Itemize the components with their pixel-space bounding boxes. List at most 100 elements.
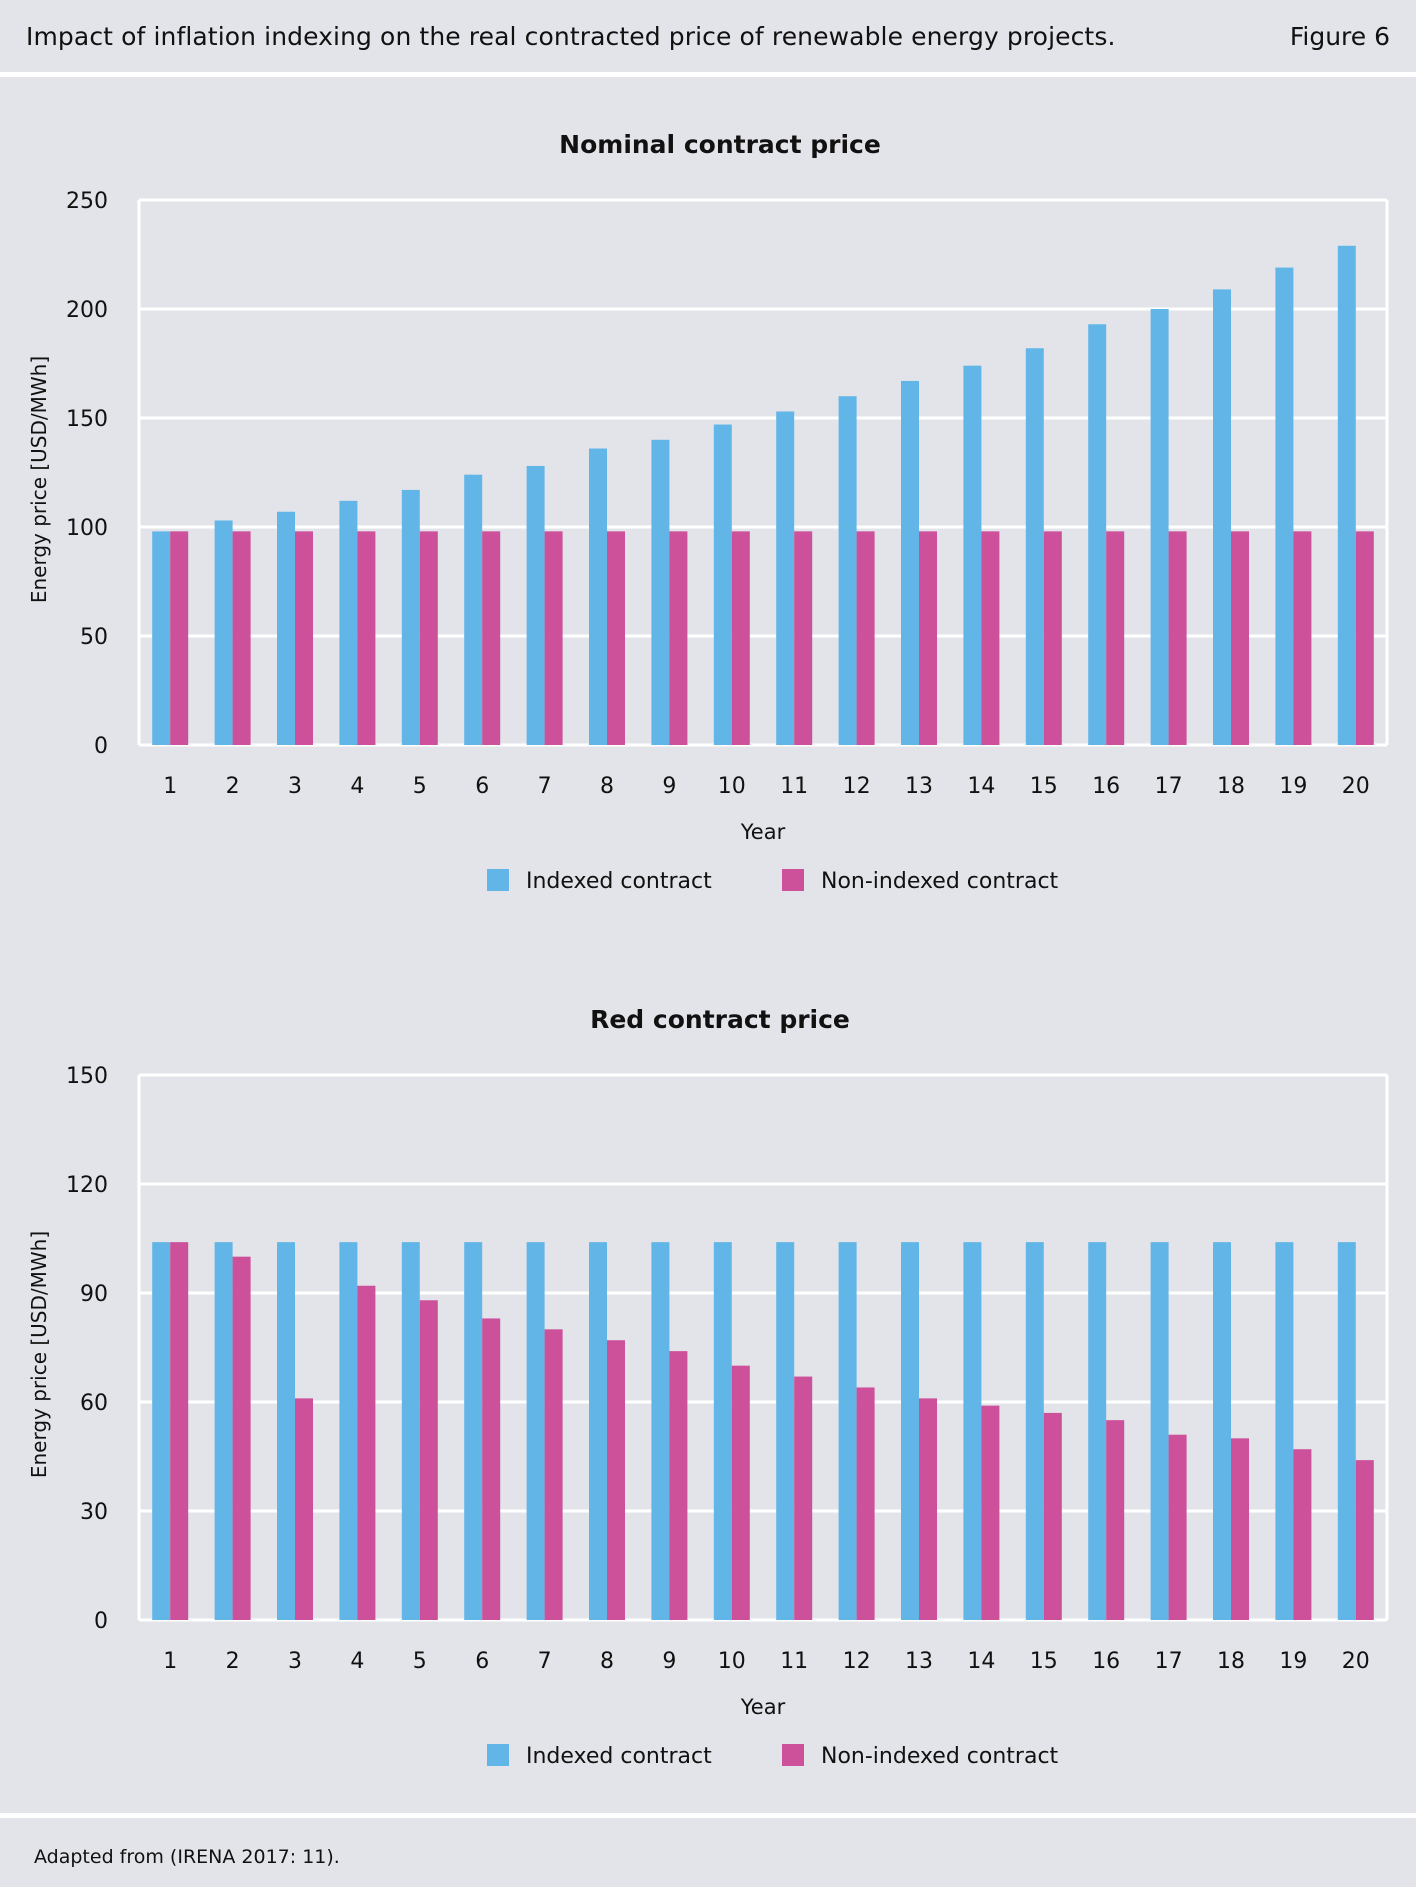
x-tick-label: 12 bbox=[843, 774, 871, 799]
bar-non-indexed-year-17 bbox=[1168, 531, 1187, 745]
bar-non-indexed-year-11 bbox=[794, 531, 813, 745]
y-axis-label: Energy price [USD/MWh] bbox=[27, 1231, 51, 1478]
x-tick-label: 7 bbox=[538, 774, 552, 799]
nominal-price-chart: Nominal contract price 0 50 100 150 200 250 Ene… bbox=[27, 130, 1389, 894]
x-tick-label: 2 bbox=[226, 774, 240, 799]
bar-indexed-year-3 bbox=[277, 511, 295, 745]
y-tick-label: 150 bbox=[66, 1064, 108, 1089]
bar-non-indexed-year-14 bbox=[981, 1405, 1000, 1620]
x-tick-label: 17 bbox=[1155, 774, 1183, 799]
source-note: Adapted from (IRENA 2017: 11). bbox=[34, 1846, 340, 1868]
x-tick-label: 20 bbox=[1342, 1649, 1370, 1674]
x-tick-label: 16 bbox=[1092, 774, 1120, 799]
legend-swatch-non-indexed bbox=[782, 869, 804, 891]
bar-indexed-year-7 bbox=[526, 1242, 545, 1620]
figure-number: Figure 6 bbox=[1289, 22, 1390, 51]
x-axis-label: Year bbox=[740, 1695, 786, 1719]
x-tick-label: 1 bbox=[163, 1649, 177, 1674]
bar-indexed-year-9 bbox=[651, 1242, 670, 1620]
bar-non-indexed-year-16 bbox=[1106, 1420, 1125, 1620]
bar-non-indexed-year-7 bbox=[544, 531, 563, 745]
bar-indexed-year-7 bbox=[526, 465, 545, 745]
bar-indexed-year-15 bbox=[1025, 1242, 1044, 1620]
legend-swatch-indexed bbox=[487, 869, 509, 891]
bar-non-indexed-year-9 bbox=[669, 531, 688, 745]
bar-indexed-year-10 bbox=[713, 1242, 732, 1620]
bar-non-indexed-year-8 bbox=[607, 531, 625, 745]
y-tick-label: 120 bbox=[66, 1173, 108, 1198]
y-tick-labels: 0 30 60 90 120 150 bbox=[66, 1064, 108, 1634]
legend-label-indexed: Indexed contract bbox=[526, 869, 712, 894]
bar-indexed-year-14 bbox=[963, 365, 982, 745]
x-tick-label: 10 bbox=[718, 774, 746, 799]
bar-indexed-year-14 bbox=[963, 1242, 982, 1620]
bottom-divider bbox=[0, 1813, 1416, 1818]
bar-indexed-year-8 bbox=[589, 448, 607, 745]
x-tick-label: 4 bbox=[350, 774, 364, 799]
x-tick-label: 11 bbox=[780, 1649, 808, 1674]
bar-indexed-year-4 bbox=[339, 1242, 358, 1620]
x-tick-label: 18 bbox=[1217, 1649, 1245, 1674]
bar-indexed-year-18 bbox=[1213, 289, 1231, 745]
y-tick-label: 0 bbox=[94, 1609, 108, 1634]
x-tick-label: 2 bbox=[226, 1649, 240, 1674]
y-tick-labels: 0 50 100 150 200 250 bbox=[66, 189, 108, 759]
bar-indexed-year-19 bbox=[1275, 1242, 1294, 1620]
bar-indexed-year-6 bbox=[464, 474, 483, 745]
y-tick-label: 60 bbox=[80, 1391, 108, 1416]
bar-non-indexed-year-17 bbox=[1168, 1434, 1187, 1620]
bar-indexed-year-16 bbox=[1088, 324, 1107, 745]
bar-non-indexed-year-4 bbox=[357, 1285, 376, 1620]
bar-indexed-year-10 bbox=[713, 424, 732, 745]
x-tick-label: 9 bbox=[662, 1649, 676, 1674]
x-tick-label: 4 bbox=[350, 1649, 364, 1674]
x-tick-label: 17 bbox=[1155, 1649, 1183, 1674]
bar-indexed-year-20 bbox=[1337, 245, 1356, 745]
chart-title: Nominal contract price bbox=[559, 130, 881, 159]
bar-non-indexed-year-15 bbox=[1043, 531, 1062, 745]
bar-indexed-year-2 bbox=[214, 520, 233, 745]
x-tick-label: 10 bbox=[718, 1649, 746, 1674]
bar-indexed-year-11 bbox=[776, 411, 795, 745]
figure-header: Impact of inflation indexing on the real… bbox=[0, 0, 1416, 74]
bar-non-indexed-year-1 bbox=[170, 531, 189, 745]
bar-non-indexed-year-1 bbox=[170, 1242, 189, 1620]
bar-non-indexed-year-2 bbox=[232, 1256, 251, 1620]
x-tick-label: 18 bbox=[1217, 774, 1245, 799]
y-tick-label: 250 bbox=[66, 189, 108, 214]
bar-non-indexed-year-7 bbox=[544, 1329, 563, 1620]
x-axis-label: Year bbox=[740, 820, 786, 844]
bar-indexed-year-15 bbox=[1025, 348, 1044, 745]
bar-non-indexed-year-5 bbox=[419, 531, 438, 745]
bar-indexed-year-1 bbox=[152, 1242, 171, 1620]
x-tick-label: 3 bbox=[288, 774, 302, 799]
bar-non-indexed-year-19 bbox=[1293, 531, 1312, 745]
figure-title: Impact of inflation indexing on the real… bbox=[26, 22, 1116, 51]
x-tick-label: 15 bbox=[1030, 774, 1058, 799]
y-tick-label: 100 bbox=[66, 516, 108, 541]
bar-indexed-year-16 bbox=[1088, 1242, 1107, 1620]
bar-non-indexed-year-3 bbox=[295, 1398, 313, 1620]
bar-indexed-year-8 bbox=[589, 1242, 607, 1620]
x-tick-label: 8 bbox=[600, 1649, 614, 1674]
gridlines bbox=[139, 1073, 1387, 1622]
bar-non-indexed-year-3 bbox=[295, 531, 313, 745]
bar-non-indexed-year-18 bbox=[1231, 531, 1249, 745]
bar-indexed-year-13 bbox=[901, 380, 919, 745]
bar-non-indexed-year-6 bbox=[482, 1318, 501, 1620]
x-tick-label: 14 bbox=[967, 774, 995, 799]
legend-label-non-indexed: Non-indexed contract bbox=[821, 869, 1059, 894]
y-tick-label: 150 bbox=[66, 407, 108, 432]
bar-non-indexed-year-13 bbox=[919, 531, 937, 745]
bar-indexed-year-1 bbox=[152, 531, 171, 745]
bar-indexed-year-12 bbox=[838, 1242, 857, 1620]
x-tick-label: 12 bbox=[843, 1649, 871, 1674]
bar-indexed-year-11 bbox=[776, 1242, 795, 1620]
bar-non-indexed-year-19 bbox=[1293, 1449, 1312, 1620]
x-tick-label: 11 bbox=[780, 774, 808, 799]
y-tick-label: 30 bbox=[80, 1500, 108, 1525]
bar-indexed-year-17 bbox=[1150, 1242, 1169, 1620]
y-tick-label: 200 bbox=[66, 298, 108, 323]
legend: Indexed contract Non-indexed contract bbox=[487, 869, 1059, 894]
